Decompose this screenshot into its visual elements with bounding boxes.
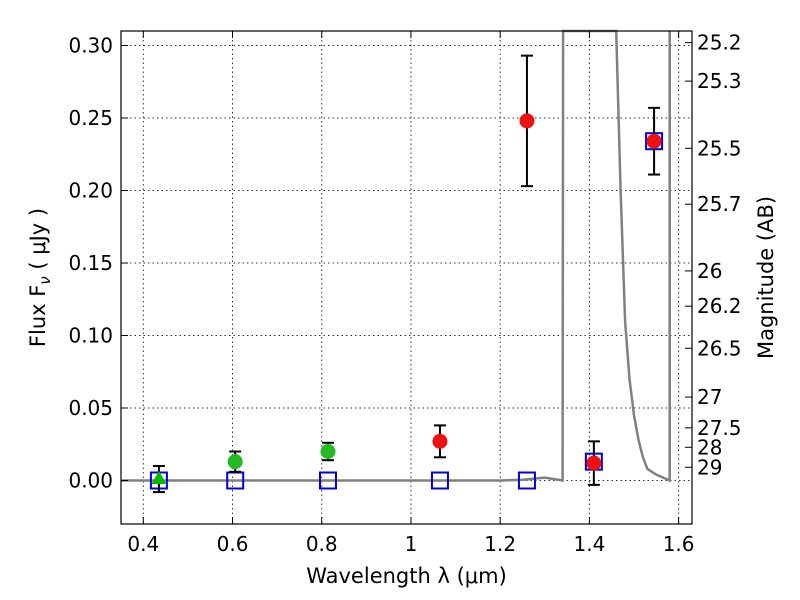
x-tick-label: 1 [405, 532, 418, 556]
x-tick-label: 1.2 [484, 532, 516, 556]
x-tick-label: 1.6 [663, 532, 695, 556]
plot-frame [120, 30, 693, 525]
data-point-circle [432, 433, 448, 449]
model-point-square [517, 471, 536, 490]
grid [121, 31, 692, 524]
ticks: 0.4 0.6 0.8 1 1.2 1.4 1.6 0.00 0.05 0.10 0.15 0.20 0… [68, 31, 741, 556]
y-tick-label: 0.10 [68, 324, 113, 348]
x-tick-label: 0.6 [217, 532, 249, 556]
model-curve-layer [121, 29, 671, 483]
model-point-square [318, 471, 337, 490]
y2-tick-label: 26.2 [697, 294, 742, 318]
y-axis-label-unit: ( μJy ) [26, 208, 50, 276]
x-axis-label: Wavelength λ (μm) [306, 564, 507, 588]
y-axis-label-main: Flux F [26, 285, 50, 347]
data-point-circle [519, 113, 535, 129]
x-tick-label: 0.8 [306, 532, 338, 556]
y-tick-label: 0.25 [68, 106, 113, 130]
y-tick-label: 0.00 [68, 469, 113, 493]
y2-tick-label: 27.5 [697, 416, 742, 440]
y2-tick-label: 29 [697, 455, 722, 479]
y2-tick-label: 28 [697, 435, 722, 459]
y2-tick-label: 25.2 [697, 31, 742, 55]
model-spectrum-curve [121, 29, 671, 483]
data-point-circle [586, 455, 602, 471]
x-tick-label: 0.4 [127, 532, 159, 556]
y2-tick-label: 27 [697, 385, 722, 409]
y-axis-label-subscript: ν [36, 276, 54, 284]
data-point-triangle [151, 471, 167, 485]
model-point-square [430, 471, 449, 490]
y2-tick-label: 25.5 [697, 136, 742, 160]
x-tick-label: 1.4 [573, 532, 605, 556]
y2-tick-label: 26.5 [697, 336, 742, 360]
y-tick-label: 0.30 [68, 34, 113, 58]
data-points-layer [149, 54, 664, 494]
data-point-circle [646, 133, 662, 149]
y-tick-label: 0.20 [68, 179, 113, 203]
y2-tick-label: 25.3 [697, 69, 742, 93]
y-tick-label: 0.05 [68, 396, 113, 420]
y-tick-label: 0.15 [68, 251, 113, 275]
y2-axis-label: Magnitude (AB) [754, 196, 778, 359]
y2-tick-label: 25.7 [697, 192, 742, 216]
data-point-circle [227, 454, 243, 470]
y-axis-label: Flux Fν ( μJy ) [26, 208, 54, 347]
data-point-circle [320, 444, 336, 459]
y2-tick-label: 26 [697, 259, 722, 283]
